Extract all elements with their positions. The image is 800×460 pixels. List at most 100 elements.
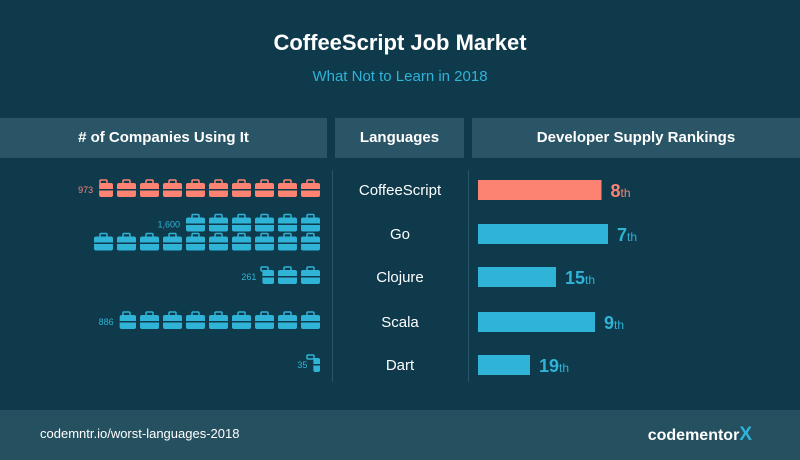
rankings-column-header: Developer Supply Rankings [472,118,800,158]
company-pictograph [94,213,320,251]
briefcase-icon [278,213,297,232]
rank-number: 15 [565,268,585,288]
ranking-label: 7th [617,225,637,245]
briefcase-icon [232,311,251,329]
company-pictograph [99,179,320,197]
briefcase-band [209,321,228,323]
briefcase-band [99,189,113,191]
right-divider [468,170,469,382]
briefcase-icon [301,232,320,251]
language-label: Clojure [376,269,424,286]
briefcase-icon [232,232,251,251]
briefcase-icon [209,179,228,197]
briefcase-icon [301,213,320,232]
briefcase-icon [186,311,205,329]
company-count-label: 1,600 [157,220,180,230]
briefcase-icon [209,213,228,232]
footer-url[interactable]: codemntr.io/worst-languages-2018 [40,426,240,441]
briefcase-icon [306,354,320,372]
briefcase-handle [306,354,315,360]
briefcase-band [163,321,182,323]
language-label: Go [390,226,410,243]
briefcase-band [163,189,182,191]
language-label: CoffeeScript [359,182,442,199]
briefcase-icon [186,179,205,197]
briefcase-band [255,242,274,244]
rank-suffix: th [621,186,631,200]
briefcase-band [232,321,251,323]
briefcase-icon [255,311,274,329]
company-count-label: 261 [241,272,256,282]
ranking-label: 8th [611,181,631,201]
briefcase-band [301,321,320,323]
briefcase-band [117,189,136,191]
briefcase-band [186,189,205,191]
briefcase-icon [232,179,251,197]
briefcase-band [278,223,297,225]
briefcase-icon [209,232,228,251]
briefcase-icon [255,232,274,251]
logo-mark: X [739,424,752,445]
briefcase-band [255,189,274,191]
briefcase-icon [94,232,113,251]
ranking-label: 9th [604,313,624,333]
briefcase-band [278,276,297,278]
briefcase-band [232,242,251,244]
briefcase-band [140,321,159,323]
briefcase-icon [278,311,297,329]
briefcase-band [262,276,274,278]
briefcase-icon [163,232,182,251]
briefcase-band [209,242,228,244]
ranking-bar [478,180,602,200]
briefcase-band [209,189,228,191]
briefcase-icon [255,179,274,197]
briefcase-icon [255,213,274,232]
briefcase-icon [186,213,205,232]
briefcase-icon [301,311,320,329]
briefcase-band [117,242,136,244]
companies-column-header: # of Companies Using It [0,118,327,158]
briefcase-band [186,242,205,244]
briefcase-icon [278,232,297,251]
rank-number: 8 [611,181,621,201]
briefcase-band [232,189,251,191]
briefcase-band [301,242,320,244]
briefcase-icon [117,232,136,251]
language-label: Scala [381,314,419,331]
rank-number: 9 [604,313,614,333]
chart-subtitle: What Not to Learn in 2018 [312,68,488,85]
ranking-bar [478,224,608,244]
briefcase-icon [140,179,159,197]
briefcase-icon [117,179,136,197]
codementor-logo: codementorX [648,424,752,446]
briefcase-icon [260,266,274,284]
briefcase-band [186,321,205,323]
company-count-label: 35 [297,360,307,370]
briefcase-band [140,189,159,191]
briefcase-band [94,242,113,244]
language-label: Dart [386,357,415,374]
briefcase-band [278,321,297,323]
rank-number: 7 [617,225,627,245]
briefcase-icon [163,311,182,329]
footer: codemntr.io/worst-languages-2018 codemen… [0,410,800,460]
ranking-bar [478,267,556,287]
languages-column-header: Languages [335,118,464,158]
company-count-label: 886 [99,317,114,327]
rank-suffix: th [627,230,637,244]
briefcase-band [278,189,297,191]
briefcase-band [119,321,136,323]
briefcase-band [301,276,320,278]
briefcase-icon [232,213,251,232]
briefcase-band [301,223,320,225]
left-divider [332,170,333,382]
company-pictograph [260,266,320,284]
company-count-label: 973 [78,185,93,195]
briefcase-icon [119,311,136,329]
briefcase-icon [140,311,159,329]
briefcase-band [209,223,228,225]
briefcase-icon [278,266,297,284]
briefcase-band [186,223,205,225]
rank-suffix: th [559,361,569,375]
ranking-bar [478,312,595,332]
